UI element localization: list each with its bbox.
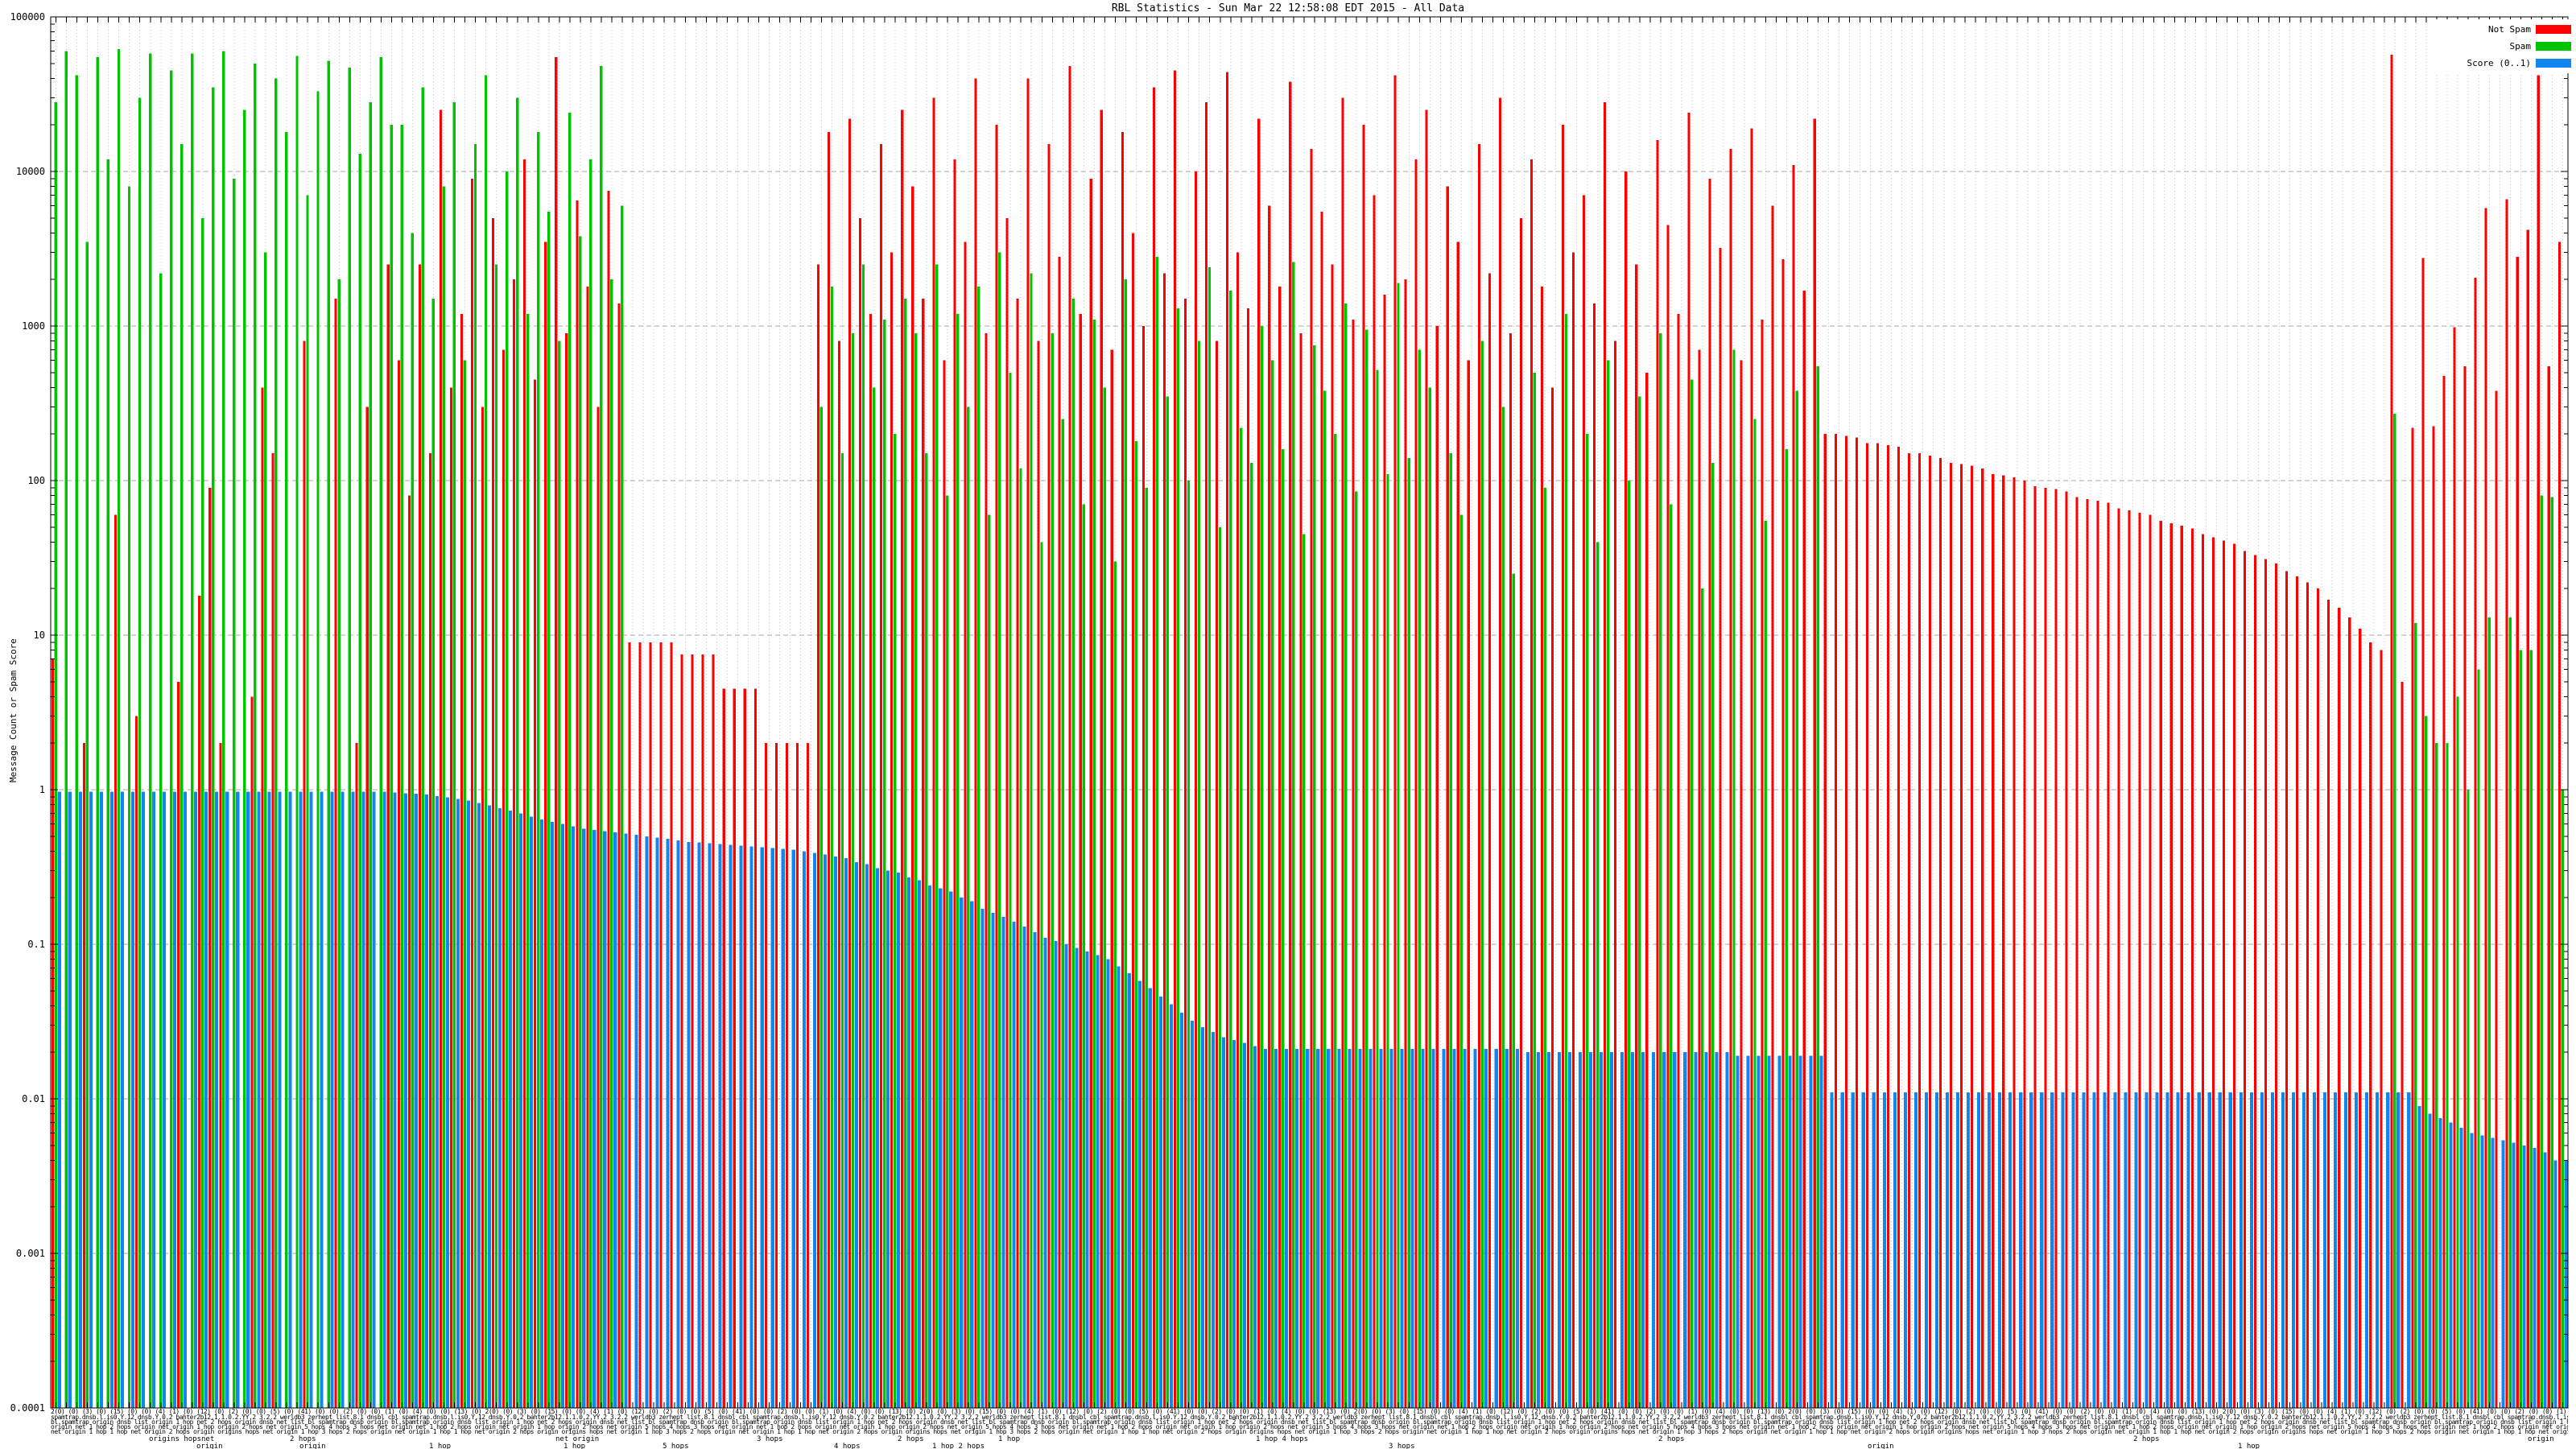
grid-vertical <box>56 17 2563 1408</box>
x-sparse-label: 3 hops <box>1389 1443 1415 1449</box>
svg-text:10000: 10000 <box>16 166 45 177</box>
x-sparse-label: net <box>201 1435 215 1443</box>
x-tics <box>56 17 2563 1408</box>
svg-text:1: 1 <box>39 784 45 795</box>
x-sparse-label: 1 hop <box>998 1435 1021 1443</box>
grid-horizontal <box>51 171 2568 1254</box>
svg-text:100: 100 <box>27 475 45 486</box>
x-sparse-label: origin <box>2528 1435 2554 1443</box>
x-sparse-label: origin <box>299 1443 326 1449</box>
legend-label-spam: Spam <box>2509 41 2532 52</box>
x-label-row: net origin 1 hop 1 hop net origin 2 hops… <box>51 1428 2568 1435</box>
x-sparse-label: 4 hops <box>834 1443 861 1449</box>
x-sparse-label: 2 hops <box>1658 1435 1685 1443</box>
x-sparse-label: origin <box>196 1443 223 1449</box>
svg-text:1000: 1000 <box>22 320 45 332</box>
y-tics <box>51 16 2568 1409</box>
x-sparse-label: net origin <box>555 1435 600 1443</box>
x-label-row: spamtrap.dnsb.l.is0.Y.12 dnsb.Y.0.2 baht… <box>51 1414 2568 1421</box>
spam-swatch-icon <box>2536 42 2571 51</box>
x-sparse-label: 2 hops <box>2133 1435 2160 1443</box>
svg-text:100000: 100000 <box>10 11 45 23</box>
x-sparse-label: origins hops <box>149 1435 202 1443</box>
legend-item-score: Score (0..1) <box>2429 55 2571 72</box>
x-label-row: bl.spamtrap origin dnsb list origin 1 ho… <box>51 1418 2568 1426</box>
not-spam-swatch-icon <box>2536 25 2571 34</box>
x-sparse-label: origin <box>1868 1443 1894 1449</box>
svg-text:0.1: 0.1 <box>27 939 45 950</box>
x-sparse-label: 1 hop 4 hops <box>1256 1435 1309 1443</box>
score-swatch-icon <box>2536 59 2571 68</box>
x-sparse-label: 2 hops <box>290 1435 316 1443</box>
legend-label-score: Score (0..1) <box>2467 58 2531 68</box>
chart-title: RBL Statistics - Sun Mar 22 12:58:08 EDT… <box>1111 2 1465 14</box>
y-tick-labels: 100000 10000 1000 100 10 1 0.1 0.01 0.001 0.0001 <box>10 11 45 1414</box>
x-axis-labels: 2(0) (0) (3) (0) (15) (0) (0) (4) (1) (0… <box>51 1409 2568 1449</box>
svg-text:0.01: 0.01 <box>22 1093 45 1104</box>
x-label-row: 2(0) (0) (3) (0) (15) (0) (0) (4) (1) (0… <box>51 1409 2568 1415</box>
legend-item-not-spam: Not Spam <box>2429 21 2571 38</box>
x-sparse-label: 1 hop <box>429 1443 452 1449</box>
plot-border <box>50 16 2569 1409</box>
x-sparse-label: 1 hop 2 hops <box>932 1443 985 1449</box>
svg-text:0.001: 0.001 <box>16 1248 45 1259</box>
legend-label-not-spam: Not Spam <box>2488 24 2531 35</box>
legend: Not Spam Spam Score (0..1) <box>2429 19 2571 73</box>
svg-text:10: 10 <box>34 630 45 641</box>
x-sparse-label: 2 hops <box>898 1435 924 1443</box>
svg-text:0.0001: 0.0001 <box>10 1402 45 1414</box>
bars <box>51 48 2568 1409</box>
x-sparse-label: 1 hop <box>2238 1443 2260 1449</box>
x-sparse-label: 1 hop <box>564 1443 586 1449</box>
legend-item-spam: Spam <box>2429 38 2571 55</box>
x-label-row: origin net 1 hop 2 hops origin net origi… <box>51 1423 2568 1430</box>
x-sparse-label: 3 hops <box>757 1435 783 1443</box>
x-sparse-label: 5 hops <box>663 1443 689 1449</box>
